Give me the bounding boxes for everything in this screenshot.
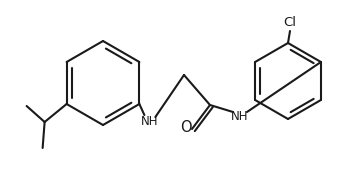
Text: NH: NH xyxy=(231,109,249,122)
Text: NH: NH xyxy=(140,115,158,128)
Text: O: O xyxy=(180,120,192,135)
Text: Cl: Cl xyxy=(283,16,297,30)
